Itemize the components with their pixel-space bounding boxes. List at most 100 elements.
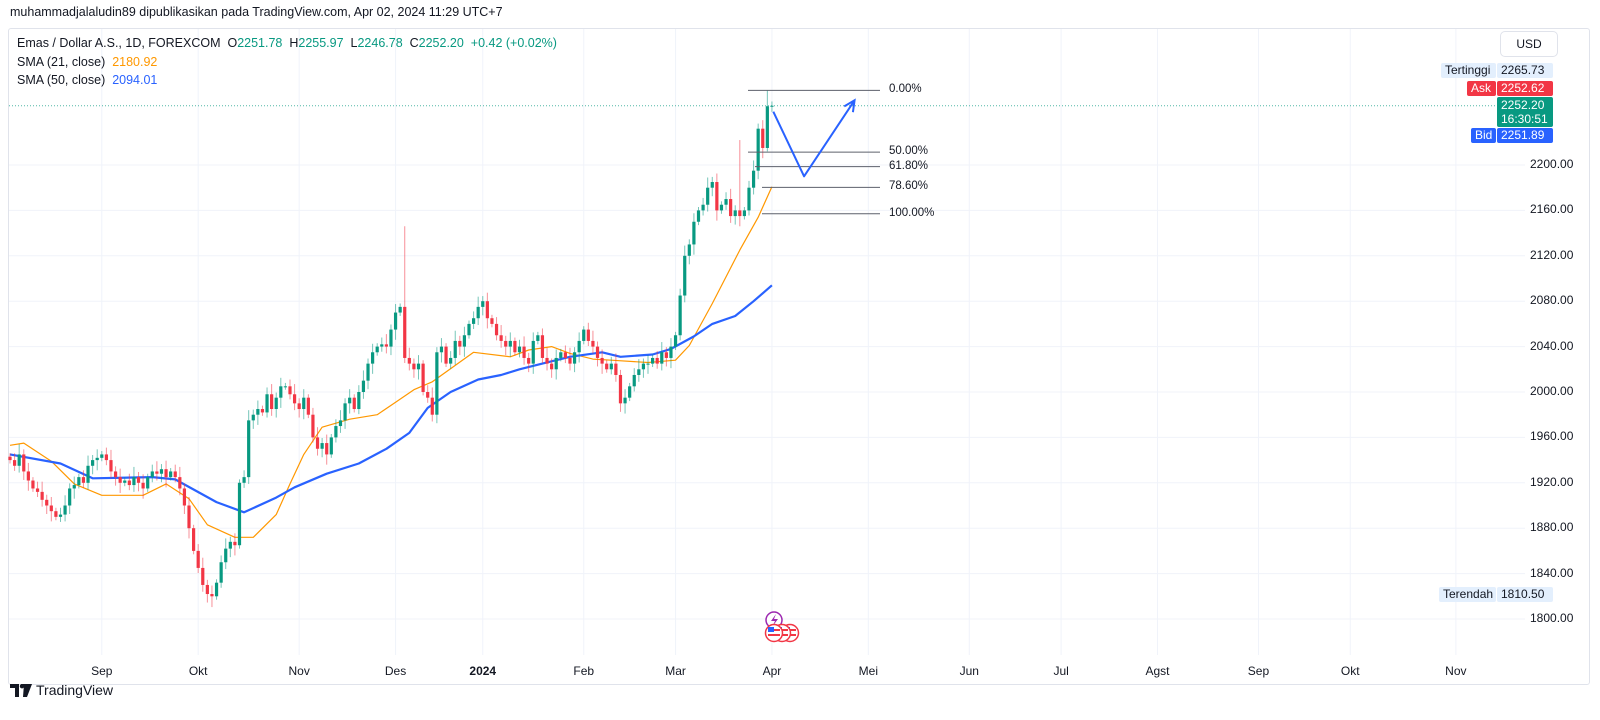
candle-body (242, 477, 246, 483)
arrow-head-icon (843, 98, 856, 113)
candle-body (178, 477, 182, 489)
candle-body (380, 344, 384, 347)
candle-body (586, 329, 590, 341)
candle-body (536, 335, 540, 341)
time-tick-label: Okt (188, 664, 208, 678)
candle-body (701, 204, 705, 211)
sma50-label: SMA (50, close) (17, 73, 106, 87)
candle-body (214, 582, 219, 597)
candle-body (435, 352, 439, 415)
candle-body (577, 340, 581, 353)
candle-body (54, 511, 58, 517)
candle-body (673, 335, 678, 347)
candle-body (738, 210, 742, 217)
candle-body (416, 363, 421, 370)
candle-body (462, 335, 467, 347)
legend-open: 2251.78 (237, 36, 283, 50)
candle-body (582, 329, 586, 341)
candle-body (279, 386, 283, 398)
candle-body (361, 380, 366, 392)
time-tick-label: Sep (91, 664, 113, 678)
candle-body (439, 346, 444, 353)
candle-body (513, 340, 517, 353)
candle-body (297, 403, 301, 410)
candle-body (219, 562, 223, 583)
flag-canton (768, 627, 774, 632)
candle-body (49, 505, 53, 512)
legend-high-label: H (289, 36, 299, 50)
bar-countdown: 16:30:51 (1501, 112, 1548, 126)
price-tick-label: 1920.00 (1530, 474, 1574, 489)
candle-body (476, 306, 480, 319)
candle-body (481, 301, 485, 307)
sma21-label: SMA (21, close) (17, 54, 106, 69)
candle-body (100, 454, 104, 458)
time-tick-label: Apr (762, 664, 782, 678)
legend-sma21-row[interactable]: SMA (21, close) 2180.92 (17, 53, 557, 72)
candle-body (325, 443, 329, 455)
candle-body (504, 340, 508, 347)
candle-body (196, 550, 200, 568)
legend-change: +0.42 (+0.02%) (470, 36, 557, 50)
candle-body (265, 394, 269, 413)
candle-body (467, 323, 471, 336)
candle-body (375, 346, 379, 353)
legend-high: 2255.97 (298, 36, 344, 50)
candle-body (710, 182, 714, 188)
sma50-line (9, 284, 773, 514)
candle-body (256, 409, 260, 415)
candle-body (201, 567, 205, 585)
lightning-bolt-icon (771, 614, 778, 627)
candle-body (320, 443, 324, 449)
candle-body (338, 420, 343, 427)
candle-body (554, 357, 558, 370)
legend-low: 2246.78 (357, 36, 403, 50)
candle-body (651, 357, 655, 364)
candle-body (68, 488, 72, 506)
candle-body (591, 340, 595, 347)
candle-body (471, 318, 476, 324)
candle-body (81, 477, 86, 483)
candle-body (641, 363, 646, 370)
candle-body (247, 420, 251, 478)
candle-body (45, 499, 49, 506)
chart-frame (8, 28, 1590, 685)
price-tick-label: 2120.00 (1530, 247, 1574, 262)
price-tick-label: 1880.00 (1530, 520, 1574, 535)
legend-ohlc-row[interactable]: Emas / Dollar A.S., 1D, FOREXCOM O2251.7… (17, 34, 557, 53)
tradingview-logo-icon (10, 683, 32, 697)
candle-body (228, 541, 232, 549)
candle-body (169, 471, 173, 478)
legend-close: 2252.20 (418, 36, 464, 50)
candle-body (563, 352, 567, 358)
legend-close-label: C (409, 36, 419, 50)
candle-body (550, 363, 554, 370)
currency-button[interactable]: USD (1500, 31, 1558, 57)
legend-sma50-row[interactable]: SMA (50, close) 2094.01 (17, 71, 557, 90)
candle-body (692, 221, 696, 245)
candle-body (485, 301, 489, 319)
candle-body (164, 469, 168, 478)
candle-body (8, 456, 12, 461)
candle-body (568, 357, 572, 364)
candle-body (724, 199, 728, 205)
candle-body (182, 488, 187, 506)
candle-body (398, 306, 402, 313)
time-tick-label: Nov (1445, 664, 1467, 678)
candle-body (366, 363, 370, 381)
candle-body (127, 480, 131, 486)
candle-body (595, 346, 600, 358)
candle-body (389, 329, 393, 347)
candle-body (343, 403, 347, 421)
candle-body (706, 187, 710, 205)
sma50-value: 2094.01 (112, 73, 158, 87)
candle-body (572, 352, 577, 364)
candle-body (600, 357, 604, 364)
legend-low-label: L (350, 36, 358, 50)
candle-body (173, 471, 177, 478)
bid-value: 2251.89 (1497, 128, 1553, 143)
tradingview-logo[interactable]: TradingView (10, 682, 113, 698)
price-tick-label: 2160.00 (1530, 202, 1574, 217)
candle-body (348, 397, 352, 404)
